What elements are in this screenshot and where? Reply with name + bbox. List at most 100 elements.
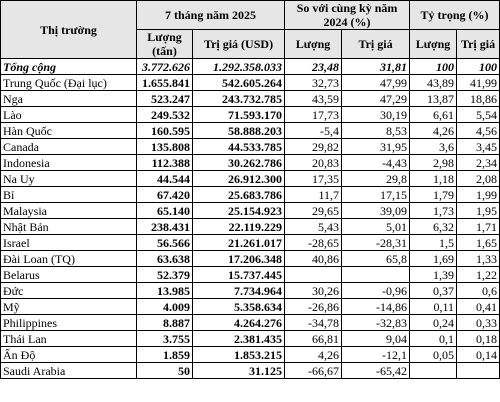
cell-volume: 3.772.626 [136, 58, 193, 75]
cell-volume: 112.388 [136, 154, 193, 171]
cell-market: Trung Quốc (Đại lục) [0, 74, 137, 91]
cell-value-change: 39,09 [341, 202, 411, 219]
cell-market: Mỹ [0, 298, 137, 315]
cell-volume-share: 3,6 [409, 138, 458, 155]
cell-value-change: -12,1 [341, 346, 411, 363]
cell-market: Israel [0, 234, 137, 251]
cell-value: 30.262.786 [191, 154, 286, 171]
cell-volume-change: 29,65 [284, 202, 343, 219]
cell-value: 25.683.786 [191, 186, 286, 203]
table-row: Saudi Arabia 50 31.125 -66,67 -65,42 [0, 362, 500, 379]
header-share: Tỷ trọng (%) [409, 0, 500, 30]
cell-value-change: 47,29 [341, 90, 411, 107]
cell-market: Saudi Arabia [0, 362, 137, 379]
cell-volume-change: 30,26 [284, 282, 343, 299]
table-row: Belarus 52.379 15.737.445 1,39 1,22 [0, 266, 500, 283]
cell-volume-change: 23,48 [284, 58, 343, 75]
table-body: Tổng cộng 3.772.626 1.292.358.033 23,48 31,8… [0, 58, 500, 379]
header-share-value: Trị giá [456, 29, 500, 59]
cell-value-change: 17,15 [341, 186, 411, 203]
export-market-table: Thị trường 7 tháng năm 2025 So với cùng … [0, 0, 500, 379]
cell-value: 5.358.634 [191, 298, 286, 315]
cell-value: 58.888.203 [191, 122, 286, 139]
table-row: Bỉ 67.420 25.683.786 11,7 17,15 1,79 1,99 [0, 186, 500, 203]
cell-volume-share: 100 [409, 58, 458, 75]
cell-volume: 3.755 [136, 330, 193, 347]
cell-volume-share: 43,89 [409, 74, 458, 91]
cell-value-share: 1,71 [456, 218, 500, 235]
cell-value-change: 30,19 [341, 106, 411, 123]
cell-value-share: 0,18 [456, 330, 500, 347]
cell-volume: 63.638 [136, 250, 193, 267]
cell-value: 1.292.358.033 [191, 58, 286, 75]
cell-value-change: 31,95 [341, 138, 411, 155]
cell-value-change: -28,31 [341, 234, 411, 251]
cell-volume: 135.808 [136, 138, 193, 155]
table-row: Malaysia 65.140 25.154.923 29,65 39,09 1,73 1,… [0, 202, 500, 219]
cell-value-share: 4,56 [456, 122, 500, 139]
cell-value-change: -4,43 [341, 154, 411, 171]
header-compare-volume: Lượng [284, 29, 343, 59]
cell-value-share: 2,34 [456, 154, 500, 171]
table-row: Israel 56.566 21.261.017 -28,65 -28,31 1,5 1,6… [0, 234, 500, 251]
header-value-unit: Trị giá (USD) [191, 29, 286, 59]
cell-value: 17.206.348 [191, 250, 286, 267]
header-compare-value: Trị giá [341, 29, 411, 59]
cell-value: 31.125 [191, 362, 286, 379]
cell-market: Belarus [0, 266, 137, 283]
table-row: Hàn Quốc 160.595 58.888.203 -5,4 8,53 4,26 4,5… [0, 122, 500, 139]
cell-value: 25.154.923 [191, 202, 286, 219]
cell-volume: 67.420 [136, 186, 193, 203]
cell-value-share: 0,41 [456, 298, 500, 315]
cell-value-change: 29,8 [341, 170, 411, 187]
cell-volume-change: 29,82 [284, 138, 343, 155]
table-row-total: Tổng cộng 3.772.626 1.292.358.033 23,48 31,8… [0, 58, 500, 75]
cell-volume-share: 6,32 [409, 218, 458, 235]
cell-volume-share: 1,73 [409, 202, 458, 219]
cell-volume-share: 13,87 [409, 90, 458, 107]
cell-market: Ấn Độ [0, 346, 137, 363]
cell-value-share: 1,65 [456, 234, 500, 251]
cell-value-change: 47,99 [341, 74, 411, 91]
table-row: Indonesia 112.388 30.262.786 20,83 -4,43 2,98… [0, 154, 500, 171]
cell-value-share: 1,33 [456, 250, 500, 267]
cell-value-change: -0,96 [341, 282, 411, 299]
table-row: Đức 13.985 7.734.964 30,26 -0,96 0,37 0,6 [0, 282, 500, 299]
cell-volume-change: -5,4 [284, 122, 343, 139]
cell-volume: 1.859 [136, 346, 193, 363]
cell-volume-change: -34,78 [284, 314, 343, 331]
cell-volume-change: -28,65 [284, 234, 343, 251]
cell-value: 22.119.229 [191, 218, 286, 235]
cell-volume-change: -66,67 [284, 362, 343, 379]
cell-value: 71.593.170 [191, 106, 286, 123]
cell-value-share [456, 362, 500, 379]
cell-volume: 65.140 [136, 202, 193, 219]
cell-volume-share: 4,26 [409, 122, 458, 139]
cell-volume-change: 17,73 [284, 106, 343, 123]
cell-value-change: 65,8 [341, 250, 411, 267]
cell-value: 243.732.785 [191, 90, 286, 107]
cell-volume-share: 0,05 [409, 346, 458, 363]
cell-value-share: 1,22 [456, 266, 500, 283]
table-row: Canada 135.808 44.533.785 29,82 31,95 3,6 3,45 [0, 138, 500, 155]
cell-value: 21.261.017 [191, 234, 286, 251]
cell-volume: 238.431 [136, 218, 193, 235]
table-row: Nga 523.247 243.732.785 43,59 47,29 13,87 18,8… [0, 90, 500, 107]
cell-volume-change: 43,59 [284, 90, 343, 107]
cell-volume: 8.887 [136, 314, 193, 331]
cell-market: Malaysia [0, 202, 137, 219]
header-compare: So với cùng kỳ năm 2024 (%) [284, 0, 411, 30]
cell-volume-change: 20,83 [284, 154, 343, 171]
cell-volume-change: 11,7 [284, 186, 343, 203]
cell-volume-share: 0,37 [409, 282, 458, 299]
table-row: Mỹ 4.009 5.358.634 -26,86 -14,86 0,11 0,41 [0, 298, 500, 315]
table-row: Lào 249.532 71.593.170 17,73 30,19 6,61 5,54 [0, 106, 500, 123]
table-row: Trung Quốc (Đại lục) 1.655.841 542.605.264… [0, 74, 500, 91]
cell-value-change: 9,04 [341, 330, 411, 347]
cell-volume: 4.009 [136, 298, 193, 315]
cell-value-share: 100 [456, 58, 500, 75]
cell-value-share: 5,54 [456, 106, 500, 123]
table-row: Ấn Độ 1.859 1.853.215 4,26 -12,1 0,05 0,14 [0, 346, 500, 363]
cell-volume: 523.247 [136, 90, 193, 107]
